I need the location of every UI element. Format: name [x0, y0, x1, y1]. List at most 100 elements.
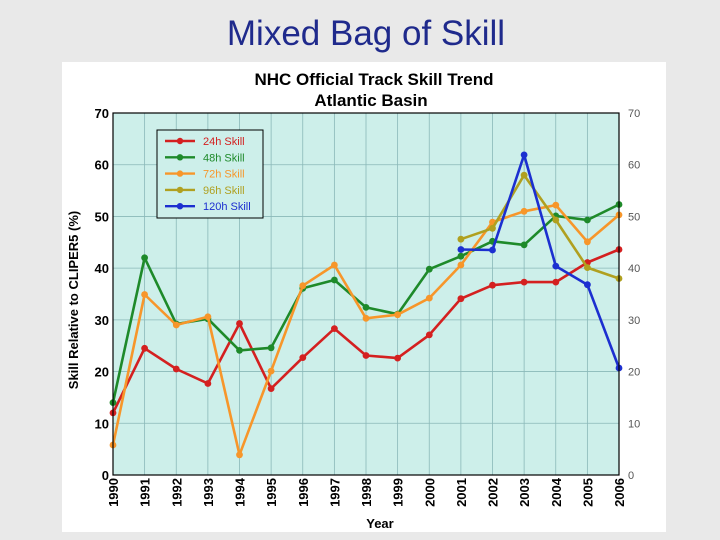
legend-label: 96h Skill: [203, 185, 245, 197]
x-tick-label: 1994: [233, 477, 248, 507]
x-tick-label: 2003: [517, 478, 532, 507]
data-point: [584, 281, 591, 289]
data-point: [331, 325, 338, 332]
x-tick-label: 2006: [612, 478, 627, 507]
data-point: [552, 262, 560, 270]
data-point: [457, 295, 465, 303]
x-axis-label: Year: [366, 516, 393, 531]
data-point: [236, 347, 243, 354]
x-tick-label: 2002: [486, 478, 501, 507]
y-tick-label-right: 60: [628, 160, 640, 172]
x-tick-label: 1999: [391, 478, 406, 507]
y-axis-right: 0 10 20 30 40 50 60 70: [628, 108, 640, 482]
series-24h-skill: [109, 246, 623, 417]
legend-marker: [176, 186, 184, 194]
chart-title: NHC Official Track Skill Trend: [254, 70, 493, 89]
chart-subtitle: Atlantic Basin: [314, 91, 427, 110]
x-tick-label: 1993: [201, 478, 216, 507]
legend-marker: [176, 154, 184, 161]
y-tick-label: 30: [95, 313, 109, 328]
data-point: [520, 207, 528, 215]
data-point: [141, 291, 149, 298]
data-point: [552, 201, 560, 209]
data-point: [331, 261, 338, 269]
x-tick-label: 1996: [296, 478, 311, 507]
legend-item: 24h Skill: [165, 136, 245, 148]
y-tick-label: 0: [102, 468, 109, 483]
data-point: [489, 246, 496, 254]
slide-title: Mixed Bag of Skill: [226, 14, 506, 53]
data-point: [584, 264, 591, 271]
data-point: [172, 321, 180, 329]
data-point: [457, 235, 465, 243]
data-point: [172, 365, 180, 373]
data-point: [489, 224, 496, 232]
plot-border: [112, 112, 620, 476]
legend-marker: [176, 170, 184, 177]
data-point: [362, 314, 370, 322]
data-point: [331, 276, 338, 284]
series-line: [460, 173, 620, 280]
y-tick-label: 10: [95, 416, 109, 431]
data-point: [520, 241, 528, 249]
data-point: [425, 294, 433, 302]
data-point: [204, 313, 212, 321]
data-point: [520, 151, 528, 159]
legend-label: 48h Skill: [203, 152, 245, 164]
data-point: [425, 265, 433, 273]
series-line: [460, 153, 621, 369]
legend-item: 48h Skill: [165, 152, 245, 164]
y-tick-label-right: 20: [628, 367, 640, 379]
data-point: [267, 385, 275, 392]
data-point: [394, 354, 401, 362]
legend-label: 120h Skill: [203, 201, 251, 213]
series-120h-skill: [457, 151, 623, 372]
legend-item: 72h Skill: [165, 169, 245, 181]
y-tick-label-right: 50: [628, 211, 640, 223]
data-point: [362, 352, 370, 359]
x-tick-label: 1991: [138, 478, 153, 507]
data-point: [141, 344, 149, 352]
x-tick-label: 2000: [422, 478, 437, 507]
x-axis: 1990 1991 1992 1993 1994 1995 1996 1997 1998 1999…: [106, 477, 627, 507]
y-tick-label-right: 40: [628, 263, 640, 275]
data-point: [267, 367, 275, 375]
series-72h-skill: [109, 201, 623, 459]
data-point: [552, 216, 560, 224]
y-tick-label-right: 0: [628, 470, 634, 482]
x-tick-label: 2005: [580, 478, 595, 507]
data-point: [520, 278, 528, 286]
x-tick-label: 2001: [454, 478, 469, 507]
y-tick-label-right: 30: [628, 315, 640, 327]
y-tick-label-right: 10: [628, 418, 640, 430]
legend-marker: [176, 137, 184, 145]
x-tick-label: 1990: [106, 478, 121, 507]
x-tick-label: 1998: [359, 478, 374, 507]
data-point: [584, 238, 591, 246]
data-point: [552, 278, 560, 286]
x-tick-label: 1997: [327, 478, 342, 507]
data-point: [489, 281, 496, 289]
data-point: [457, 246, 465, 253]
data-point: [236, 320, 243, 327]
data-point: [236, 451, 243, 459]
data-point: [362, 304, 370, 311]
data-point: [141, 254, 149, 262]
legend: 24h Skill 48h Skill 72h Skill 96h Skill 120h…: [156, 129, 264, 219]
data-point: [425, 331, 433, 339]
y-tick-label: 20: [95, 365, 109, 380]
data-point: [457, 252, 465, 260]
data-point: [299, 354, 307, 361]
y-tick-label: 60: [95, 158, 109, 173]
data-point: [204, 380, 212, 387]
legend-label: 72h Skill: [203, 169, 245, 181]
y-tick-label: 50: [95, 209, 109, 224]
y-axis-left: 0 10 20 30 40 50 60 70: [95, 106, 109, 483]
x-tick-label: 2004: [549, 477, 564, 507]
legend-label: 24h Skill: [203, 136, 245, 148]
data-point: [584, 216, 591, 224]
data-point: [520, 171, 528, 179]
y-tick-label: 70: [95, 106, 109, 121]
legend-item: 96h Skill: [165, 185, 245, 197]
